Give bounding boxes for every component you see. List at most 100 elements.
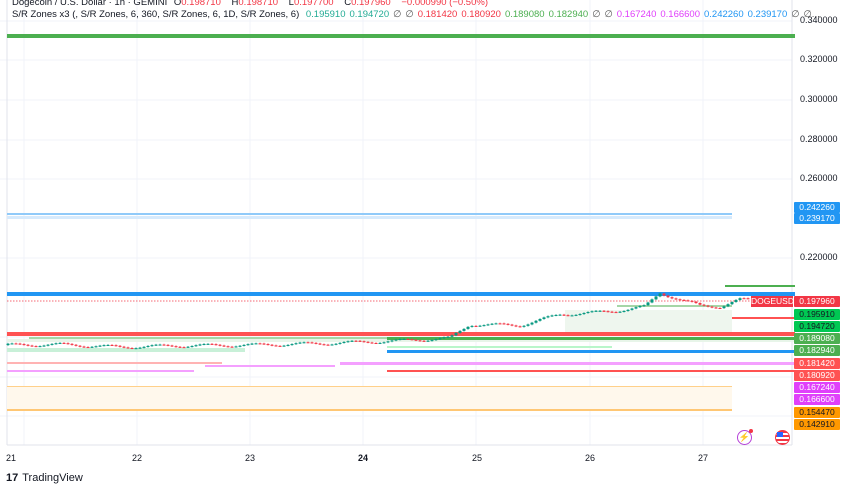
candle <box>510 324 514 326</box>
candle <box>246 344 250 346</box>
candle <box>182 347 186 349</box>
candle <box>494 323 498 325</box>
price-axis-tag: 0.142910 <box>794 419 840 430</box>
indicator-value: ∅ <box>791 9 800 20</box>
symbol-legend[interactable]: Dogecoin / U.S. Dollar · 1h · GEMINI O0.… <box>12 0 492 9</box>
brand-name: TradingView <box>22 472 83 484</box>
candle <box>518 326 522 328</box>
candle <box>746 298 750 300</box>
price-axis-label: 0.320000 <box>800 54 838 64</box>
indicator-value: 0.242260 <box>704 9 744 20</box>
candle <box>274 345 278 347</box>
candle <box>178 346 182 348</box>
candle <box>506 323 510 325</box>
candle <box>482 325 486 327</box>
candle <box>730 302 734 305</box>
time-axis-label: 24 <box>358 453 369 463</box>
ohlc-close: C0.197960 <box>344 0 391 8</box>
candle <box>694 301 698 304</box>
candle <box>82 346 86 348</box>
candle <box>210 343 214 345</box>
candle <box>418 340 422 342</box>
candle <box>258 343 262 345</box>
candle <box>174 346 178 348</box>
candle <box>530 322 534 325</box>
candles <box>6 292 750 350</box>
lightning-alert-icon[interactable]: ⚡ <box>737 429 753 445</box>
candle <box>90 346 94 348</box>
candle <box>578 314 582 316</box>
candle <box>614 312 618 314</box>
price-axis-tag: 0.182940 <box>794 345 840 356</box>
candle <box>6 343 10 346</box>
candle <box>70 343 74 345</box>
indicator-value: ∅... <box>803 9 820 20</box>
candle <box>30 345 34 347</box>
candle <box>626 309 630 311</box>
candle <box>470 325 474 327</box>
candle <box>206 343 210 345</box>
candle <box>498 323 502 325</box>
indicator-legend[interactable]: S/R Zones x3 (, S/R Zones, 6, 360, S/R Z… <box>12 9 828 21</box>
indicator-value: 0.194720 <box>349 9 390 20</box>
indicator-value: 0.180920 <box>461 9 501 20</box>
sr-zones <box>7 34 795 411</box>
us-flag-icon[interactable] <box>775 430 790 445</box>
time-axis-label: 22 <box>132 453 143 463</box>
candle <box>562 314 566 316</box>
candle <box>58 342 62 344</box>
candle <box>310 342 314 344</box>
candle <box>610 311 614 313</box>
candle <box>566 315 570 317</box>
symbol-description: Dogecoin / U.S. Dollar · 1h · GEMINI <box>12 0 168 8</box>
candle <box>534 320 538 323</box>
candle <box>10 343 14 345</box>
candle <box>678 299 682 301</box>
price-axis-tag: 0.195910 <box>794 309 840 320</box>
indicator-value: 0.166600 <box>660 9 700 20</box>
candle <box>242 344 246 346</box>
candle <box>14 343 18 345</box>
candle <box>226 346 230 348</box>
candle <box>574 314 578 316</box>
candle <box>582 313 586 315</box>
candle <box>714 307 718 309</box>
candle <box>422 340 426 342</box>
candle <box>18 343 22 345</box>
indicator-value: ∅ <box>405 9 414 20</box>
candle <box>630 308 634 310</box>
candle <box>22 344 26 346</box>
candle <box>414 339 418 341</box>
candle <box>150 345 154 347</box>
candle <box>194 345 198 347</box>
candle <box>526 324 530 326</box>
candle <box>98 345 102 347</box>
candle <box>490 323 494 325</box>
price-axis-tag: 0.154470 <box>794 407 840 418</box>
indicator-name: S/R Zones x3 (, S/R Zones, 6, 360, S/R Z… <box>12 9 300 20</box>
price-axis-tag: 0.180920 <box>794 370 840 381</box>
candle <box>654 296 658 300</box>
candle <box>434 339 438 341</box>
candle <box>66 343 70 345</box>
price-axis-label: 0.220000 <box>800 252 838 262</box>
candle <box>634 307 638 309</box>
candle <box>486 324 490 326</box>
candle <box>54 343 58 345</box>
indicator-value: ∅ <box>592 9 601 20</box>
candle <box>298 342 302 344</box>
candle <box>442 337 446 339</box>
candle <box>286 344 290 346</box>
candle <box>738 298 742 300</box>
candle <box>446 336 450 338</box>
price-axis-label: 0.260000 <box>800 173 838 183</box>
candle <box>338 342 342 344</box>
candle <box>674 298 678 300</box>
candle <box>618 311 622 313</box>
candle <box>138 347 142 349</box>
candle <box>202 343 206 345</box>
price-axis-tag: 0.181420 <box>794 358 840 369</box>
candle <box>218 344 222 346</box>
tradingview-brand[interactable]: 17 TradingView <box>6 472 83 484</box>
